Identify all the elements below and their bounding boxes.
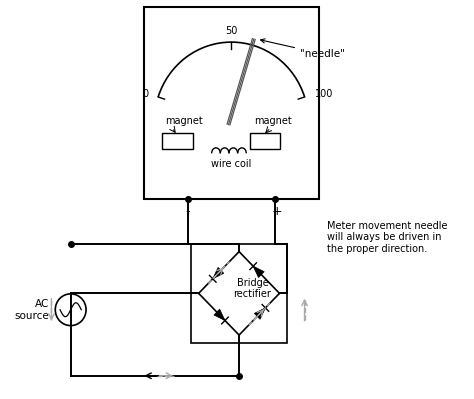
- Text: Meter movement needle
will always be driven in
the proper direction.: Meter movement needle will always be dri…: [327, 221, 447, 254]
- Text: Bridge
rectifier: Bridge rectifier: [234, 278, 272, 299]
- Text: AC
source: AC source: [15, 299, 49, 320]
- Polygon shape: [213, 267, 224, 279]
- Text: magnet: magnet: [165, 116, 203, 126]
- Text: 100: 100: [315, 89, 333, 99]
- Text: -: -: [186, 205, 191, 218]
- Polygon shape: [214, 309, 225, 320]
- Text: "needle": "needle": [261, 39, 345, 59]
- Bar: [162, 133, 193, 149]
- Polygon shape: [255, 308, 265, 319]
- Bar: [191, 244, 287, 343]
- Bar: [250, 133, 281, 149]
- Text: wire coil: wire coil: [211, 159, 252, 169]
- Text: 50: 50: [225, 26, 237, 36]
- Text: 0: 0: [142, 89, 148, 99]
- Text: +: +: [271, 205, 282, 218]
- Text: magnet: magnet: [254, 116, 292, 126]
- Polygon shape: [253, 266, 264, 278]
